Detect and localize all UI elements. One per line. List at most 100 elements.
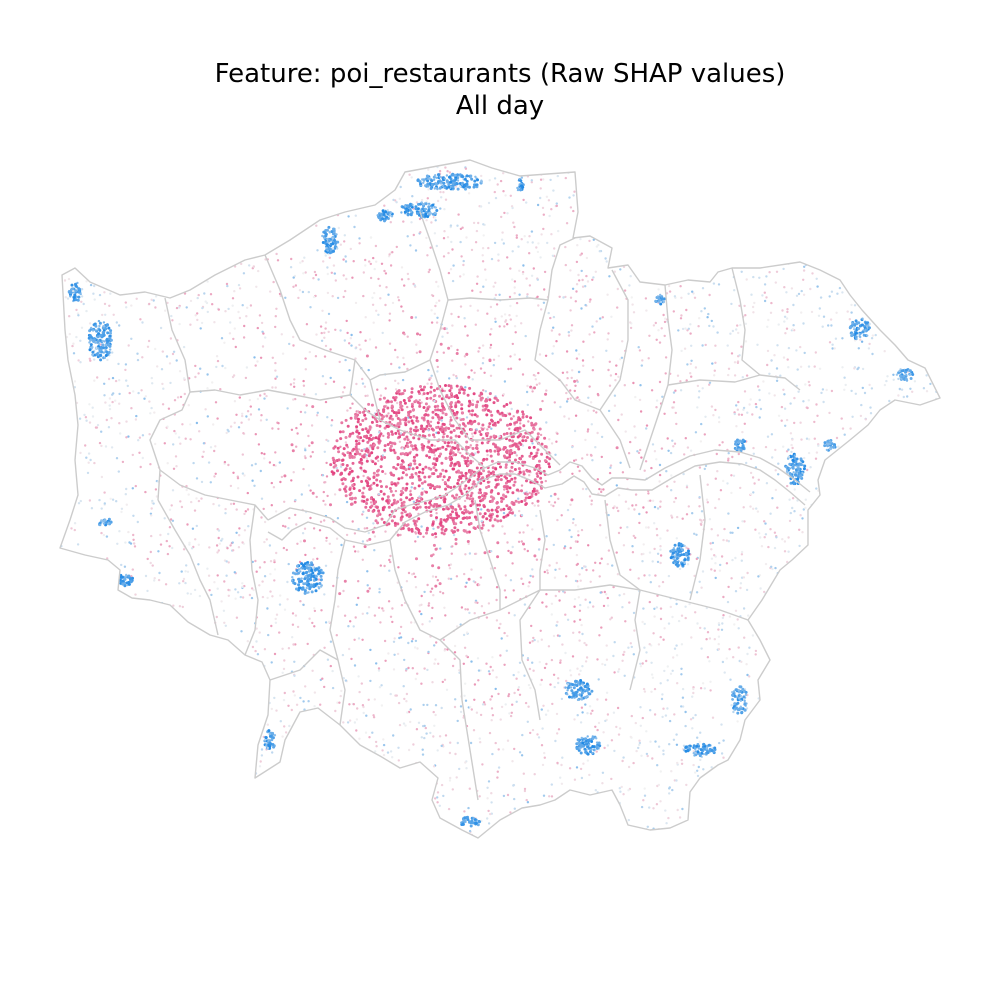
shap-point xyxy=(198,594,202,598)
shap-point xyxy=(568,767,572,770)
shap-point xyxy=(839,837,843,838)
shap-point xyxy=(681,327,685,331)
shap-point xyxy=(153,411,156,414)
shap-point xyxy=(61,821,65,825)
shap-point xyxy=(838,629,841,632)
shap-point xyxy=(308,175,311,179)
shap-point xyxy=(538,353,542,356)
shap-point xyxy=(304,271,307,274)
shap-point xyxy=(330,213,333,216)
shap-point xyxy=(128,745,131,748)
shap-point xyxy=(909,817,912,820)
shap-point xyxy=(426,583,429,587)
shap-point xyxy=(851,668,854,672)
shap-point xyxy=(375,169,379,172)
shap-point xyxy=(291,636,294,639)
shap-point xyxy=(791,740,795,744)
shap-point xyxy=(159,543,163,546)
shap-point xyxy=(181,655,185,658)
shap-point xyxy=(224,778,227,782)
shap-point xyxy=(393,789,396,792)
shap-point xyxy=(761,613,764,616)
shap-point xyxy=(834,337,838,340)
shap-point xyxy=(174,432,177,435)
shap-point xyxy=(922,763,925,767)
shap-point xyxy=(870,427,874,430)
shap-point xyxy=(599,317,602,320)
shap-point xyxy=(540,638,543,641)
shap-point xyxy=(320,331,323,335)
shap-point xyxy=(896,469,899,473)
shap-point xyxy=(732,656,735,659)
shap-point xyxy=(238,316,242,320)
shap-point xyxy=(271,427,274,430)
shap-point xyxy=(860,279,863,282)
shap-point xyxy=(512,784,515,787)
shap-point xyxy=(71,344,74,348)
shap-point xyxy=(829,670,832,673)
shap-point xyxy=(247,418,251,421)
shap-point xyxy=(480,174,483,178)
shap-point xyxy=(788,707,791,710)
shap-point xyxy=(538,833,542,837)
shap-point xyxy=(569,669,572,672)
shap-point xyxy=(887,798,890,801)
shap-point xyxy=(545,548,548,551)
shap-point xyxy=(389,160,393,163)
shap-point xyxy=(324,382,327,386)
shap-point xyxy=(594,789,597,792)
shap-point xyxy=(358,343,361,347)
shap-point xyxy=(174,613,178,617)
shap-point xyxy=(270,661,273,664)
shap-point xyxy=(213,746,216,749)
shap-point xyxy=(912,196,915,200)
shap-point xyxy=(857,587,860,591)
shap-point xyxy=(536,499,540,503)
shap-point xyxy=(282,667,286,671)
shap-point xyxy=(283,691,286,695)
shap-point xyxy=(616,306,619,309)
shap-point xyxy=(747,614,750,617)
shap-point xyxy=(886,423,889,426)
shap-point xyxy=(380,704,384,707)
shap-point xyxy=(641,716,644,720)
shap-point xyxy=(520,824,524,827)
shap-point xyxy=(531,387,534,390)
shap-point xyxy=(485,662,488,665)
shap-point xyxy=(324,161,328,164)
shap-point xyxy=(653,450,657,453)
shap-point xyxy=(873,440,876,443)
shap-point xyxy=(816,640,819,643)
shap-point xyxy=(901,183,904,187)
shap-point xyxy=(465,416,469,419)
shap-point xyxy=(232,174,235,178)
shap-point xyxy=(821,256,824,259)
shap-point xyxy=(523,787,527,791)
shap-point xyxy=(237,283,241,287)
shap-point xyxy=(843,433,846,436)
shap-point xyxy=(127,683,130,686)
shap-point xyxy=(197,767,200,771)
shap-point xyxy=(291,790,294,794)
shap-point xyxy=(543,751,546,755)
shap-point xyxy=(555,712,559,716)
shap-point xyxy=(787,448,790,451)
shap-point xyxy=(684,605,687,608)
shap-point xyxy=(539,683,542,686)
shap-point xyxy=(679,275,683,278)
shap-point xyxy=(850,389,853,393)
shap-point xyxy=(436,791,440,794)
shap-point xyxy=(434,216,437,219)
shap-point xyxy=(832,170,836,173)
shap-point xyxy=(273,778,276,781)
shap-point xyxy=(307,700,310,703)
shap-point xyxy=(261,345,265,348)
shap-point xyxy=(598,634,601,637)
shap-point xyxy=(906,712,909,716)
shap-point xyxy=(615,364,618,367)
shap-point xyxy=(864,758,867,761)
shap-point xyxy=(248,593,252,597)
shap-point xyxy=(670,489,673,492)
shap-point xyxy=(233,290,236,293)
shap-point xyxy=(313,734,317,737)
